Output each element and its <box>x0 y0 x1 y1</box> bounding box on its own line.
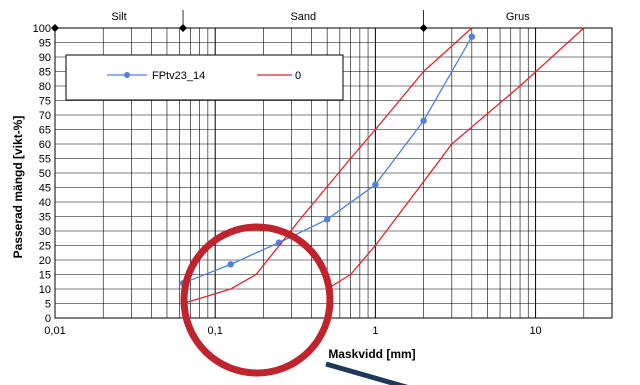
y-tick-label: 90 <box>39 52 51 64</box>
pointer-arrow <box>325 361 409 385</box>
x-tick-label: 0,1 <box>208 325 223 337</box>
plot-frame <box>54 27 613 319</box>
zone-label-sand: Sand <box>290 11 316 23</box>
y-tick-label: 60 <box>39 139 51 151</box>
y-tick-label: 0 <box>45 313 51 325</box>
series <box>179 27 585 305</box>
y-axis-title: Passerad mängd [vikt-%] <box>11 116 25 259</box>
legend: FPtv23_14 0 <box>65 54 344 101</box>
y-tick-label: 10 <box>39 284 51 296</box>
data-point <box>227 261 234 268</box>
y-tick-label: 95 <box>39 38 51 50</box>
y-tick-label: 40 <box>39 197 51 209</box>
legend-label-series-1: FPtv23_14 <box>152 70 205 82</box>
y-tick-label: 30 <box>39 226 51 238</box>
y-tick-label: 45 <box>39 183 51 195</box>
y-tick-label: 80 <box>39 81 51 93</box>
y-tick-label: 50 <box>39 168 51 180</box>
y-tick-label: 35 <box>39 212 51 224</box>
annotation <box>180 223 409 385</box>
zone-label-grus: Grus <box>506 11 530 23</box>
y-tick-label: 85 <box>39 67 51 79</box>
y-tick-label: 5 <box>45 299 51 311</box>
data-point <box>323 216 331 223</box>
legend-box <box>65 54 344 101</box>
x-axis-title: Maskvidd [mm] <box>328 347 415 361</box>
series-line-3 <box>326 27 585 290</box>
y-tick-label: 65 <box>39 125 51 137</box>
x-tick-label: 10 <box>529 325 541 337</box>
y-tick-label: 55 <box>39 154 51 166</box>
data-point <box>420 117 427 125</box>
data-point <box>468 33 476 40</box>
y-tick-label: 70 <box>39 110 51 122</box>
legend-marker-series-1 <box>124 72 130 78</box>
y-tick-label: 100 <box>33 23 51 35</box>
y-tick-label: 20 <box>39 255 51 267</box>
series-line-2 <box>182 27 473 305</box>
y-tick-label: 15 <box>39 270 51 282</box>
data-point <box>372 181 379 188</box>
y-tick-label: 25 <box>39 241 51 253</box>
axes: 0510152025303540455055606570758085909510… <box>33 23 613 337</box>
soil-zones: Silt Sand Grus <box>51 10 530 32</box>
legend-label-series-2: 0 <box>295 70 301 82</box>
y-tick-label: 75 <box>39 96 51 108</box>
highlight-circle <box>180 223 334 377</box>
x-tick-label: 0,01 <box>44 325 65 337</box>
x-tick-label: 1 <box>372 325 378 337</box>
zone-label-silt: Silt <box>111 11 126 23</box>
